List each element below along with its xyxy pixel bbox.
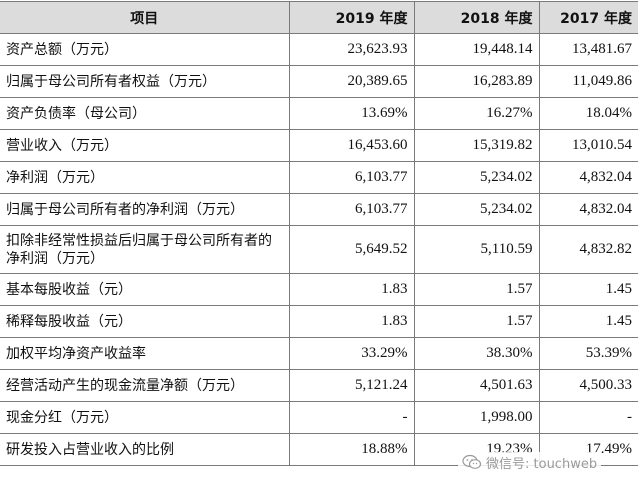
header-2019: 2019 年度 bbox=[288, 1, 414, 34]
value-2019: 18.88% bbox=[288, 433, 414, 466]
row-label: 扣除非经常性损益后归属于母公司所有者的净利润（万元） bbox=[0, 225, 289, 274]
table-row: 稀释每股收益（元） 1.83 1.57 1.45 bbox=[0, 305, 638, 338]
wechat-icon bbox=[462, 454, 482, 469]
value-2017: 11,049.86 bbox=[538, 65, 638, 98]
row-label: 资产负债率（母公司） bbox=[0, 97, 289, 130]
table-row: 经营活动产生的现金流量净额（万元） 5,121.24 4,501.63 4,500.3… bbox=[0, 369, 638, 402]
value-2017: 18.04% bbox=[538, 97, 638, 130]
header-row: 项目 2019 年度 2018 年度 2017 年度 bbox=[0, 1, 638, 34]
table-body: 资产总额（万元） 23,623.93 19,448.14 13,481.67 归属于母公… bbox=[0, 33, 638, 466]
value-2019: 13.69% bbox=[288, 97, 414, 130]
value-2018: 5,110.59 bbox=[413, 225, 539, 274]
value-2018: 19,448.14 bbox=[413, 33, 539, 66]
value-2017: 4,832.04 bbox=[538, 193, 638, 226]
value-2017: 53.39% bbox=[538, 337, 638, 370]
row-label: 净利润（万元） bbox=[0, 161, 289, 194]
value-2019: 1.83 bbox=[288, 273, 414, 306]
watermark: 微信号: touchweb bbox=[458, 452, 602, 472]
table-row: 资产负债率（母公司） 13.69% 16.27% 18.04% bbox=[0, 97, 638, 130]
value-2019: 16,453.60 bbox=[288, 129, 414, 162]
value-2018: 15,319.82 bbox=[413, 129, 539, 162]
value-2018: 1,998.00 bbox=[413, 401, 539, 434]
table-row: 基本每股收益（元） 1.83 1.57 1.45 bbox=[0, 273, 638, 306]
value-2017: 4,500.33 bbox=[538, 369, 638, 402]
value-2018: 4,501.63 bbox=[413, 369, 539, 402]
row-label: 营业收入（万元） bbox=[0, 129, 289, 162]
watermark-text: 微信号: touchweb bbox=[486, 456, 598, 472]
row-label: 基本每股收益（元） bbox=[0, 273, 289, 306]
value-2018: 1.57 bbox=[413, 273, 539, 306]
header-2017: 2017 年度 bbox=[538, 1, 638, 34]
table-row: 加权平均净资产收益率 33.29% 38.30% 53.39% bbox=[0, 337, 638, 370]
value-2019: 6,103.77 bbox=[288, 161, 414, 194]
header-item: 项目 bbox=[0, 1, 289, 34]
value-2019: 20,389.65 bbox=[288, 65, 414, 98]
value-2017: - bbox=[538, 401, 638, 434]
value-2019: 23,623.93 bbox=[288, 33, 414, 66]
value-2017: 13,010.54 bbox=[538, 129, 638, 162]
row-label: 现金分红（万元） bbox=[0, 401, 289, 434]
table-row: 扣除非经常性损益后归属于母公司所有者的净利润（万元） 5,649.52 5,110.… bbox=[0, 225, 638, 274]
table-row: 现金分红（万元） -1,998.00- bbox=[0, 401, 638, 434]
value-2019: 6,103.77 bbox=[288, 193, 414, 226]
value-2019: - bbox=[288, 401, 414, 434]
table-row: 营业收入（万元） 16,453.60 15,319.82 13,010.54 bbox=[0, 129, 638, 162]
value-2017: 13,481.67 bbox=[538, 33, 638, 66]
value-2019: 1.83 bbox=[288, 305, 414, 338]
value-2019: 5,121.24 bbox=[288, 369, 414, 402]
value-2019: 33.29% bbox=[288, 337, 414, 370]
value-2018: 16.27% bbox=[413, 97, 539, 130]
value-2017: 4,832.04 bbox=[538, 161, 638, 194]
table-row: 净利润（万元） 6,103.77 5,234.02 4,832.04 bbox=[0, 161, 638, 194]
value-2018: 1.57 bbox=[413, 305, 539, 338]
value-2017: 1.45 bbox=[538, 273, 638, 306]
row-label: 稀释每股收益（元） bbox=[0, 305, 289, 338]
value-2017: 1.45 bbox=[538, 305, 638, 338]
row-label: 归属于母公司所有者权益（万元） bbox=[0, 65, 289, 98]
row-label: 研发投入占营业收入的比例 bbox=[0, 433, 289, 466]
table-row: 资产总额（万元） 23,623.93 19,448.14 13,481.67 bbox=[0, 33, 638, 66]
value-2018: 38.30% bbox=[413, 337, 539, 370]
financial-summary-table: 项目 2019 年度 2018 年度 2017 年度 资产总额（万元） 23,62… bbox=[0, 1, 638, 466]
row-label: 归属于母公司所有者的净利润（万元） bbox=[0, 193, 289, 226]
row-label: 经营活动产生的现金流量净额（万元） bbox=[0, 369, 289, 402]
value-2018: 5,234.02 bbox=[413, 161, 539, 194]
table-row: 归属于母公司所有者的净利润（万元） 6,103.77 5,234.02 4,832.0… bbox=[0, 193, 638, 226]
row-label: 加权平均净资产收益率 bbox=[0, 337, 289, 370]
value-2017: 4,832.82 bbox=[538, 225, 638, 274]
value-2018: 16,283.89 bbox=[413, 65, 539, 98]
table-row: 归属于母公司所有者权益（万元） 20,389.65 16,283.89 11,049.… bbox=[0, 65, 638, 98]
value-2019: 5,649.52 bbox=[288, 225, 414, 274]
row-label: 资产总额（万元） bbox=[0, 33, 289, 66]
header-2018: 2018 年度 bbox=[413, 1, 539, 34]
value-2018: 5,234.02 bbox=[413, 193, 539, 226]
